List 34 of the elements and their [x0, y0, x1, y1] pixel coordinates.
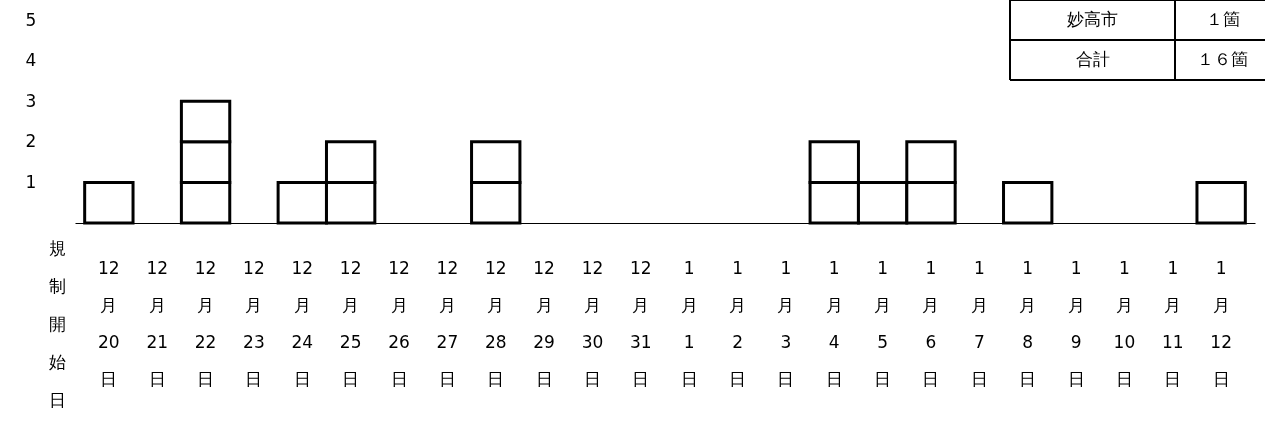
x-tick-label: 12 月 29 日 — [533, 258, 555, 389]
x-tick-label: 12 月 27 日 — [436, 258, 459, 389]
x-tick-label: 1 月 11 日 — [1161, 258, 1184, 389]
x-tick-label: 12 月 22 日 — [194, 258, 217, 389]
annotation: １６箇 — [1197, 49, 1248, 69]
x-tick-label: 12 月 25 日 — [339, 258, 362, 389]
x-tick-label: 1 月 8 日 — [1019, 258, 1037, 389]
x-tick-label: 1 月 5 日 — [874, 258, 892, 389]
x-axis-title: 規制開始日 — [48, 238, 66, 410]
x-tick-label: 12 月 21 日 — [146, 258, 169, 389]
x-tick-label: 1 月 1 日 — [680, 258, 698, 389]
x-tick-label: 12 月 30 日 — [581, 258, 604, 389]
annotation: １箇 — [1205, 9, 1240, 29]
x-tick-label: 1 月 7 日 — [970, 258, 988, 389]
x-tick-label: 12 月 23 日 — [243, 258, 265, 389]
x-tick-label: 1 月 12 日 — [1210, 258, 1232, 389]
y-tick-label: 1 — [25, 171, 37, 192]
y-tick-label: 4 — [25, 50, 37, 71]
y-tick-label: 2 — [25, 131, 37, 152]
x-tick-label: 12 月 28 日 — [484, 258, 507, 389]
x-tick-label: 12 月 31 日 — [630, 258, 652, 389]
x-tick-label: 1 月 10 日 — [1113, 258, 1136, 389]
x-tick-label: 12 月 26 日 — [388, 258, 410, 389]
annotation: 妙高市 — [1067, 9, 1118, 29]
x-tick-label: 12 月 24 日 — [291, 258, 314, 389]
x-tick-label: 1 月 2 日 — [729, 258, 747, 389]
x-tick-label: 1 月 9 日 — [1067, 258, 1085, 389]
annotation: 合計 — [1075, 49, 1110, 69]
x-tick-label: 12 月 20 日 — [98, 258, 120, 389]
x-tick-label: 1 月 4 日 — [825, 258, 843, 389]
x-tick-label: 1 月 3 日 — [777, 258, 795, 389]
y-tick-label: 3 — [25, 90, 37, 111]
x-tick-label: 1 月 6 日 — [922, 258, 940, 389]
y-tick-label: 5 — [25, 9, 37, 30]
